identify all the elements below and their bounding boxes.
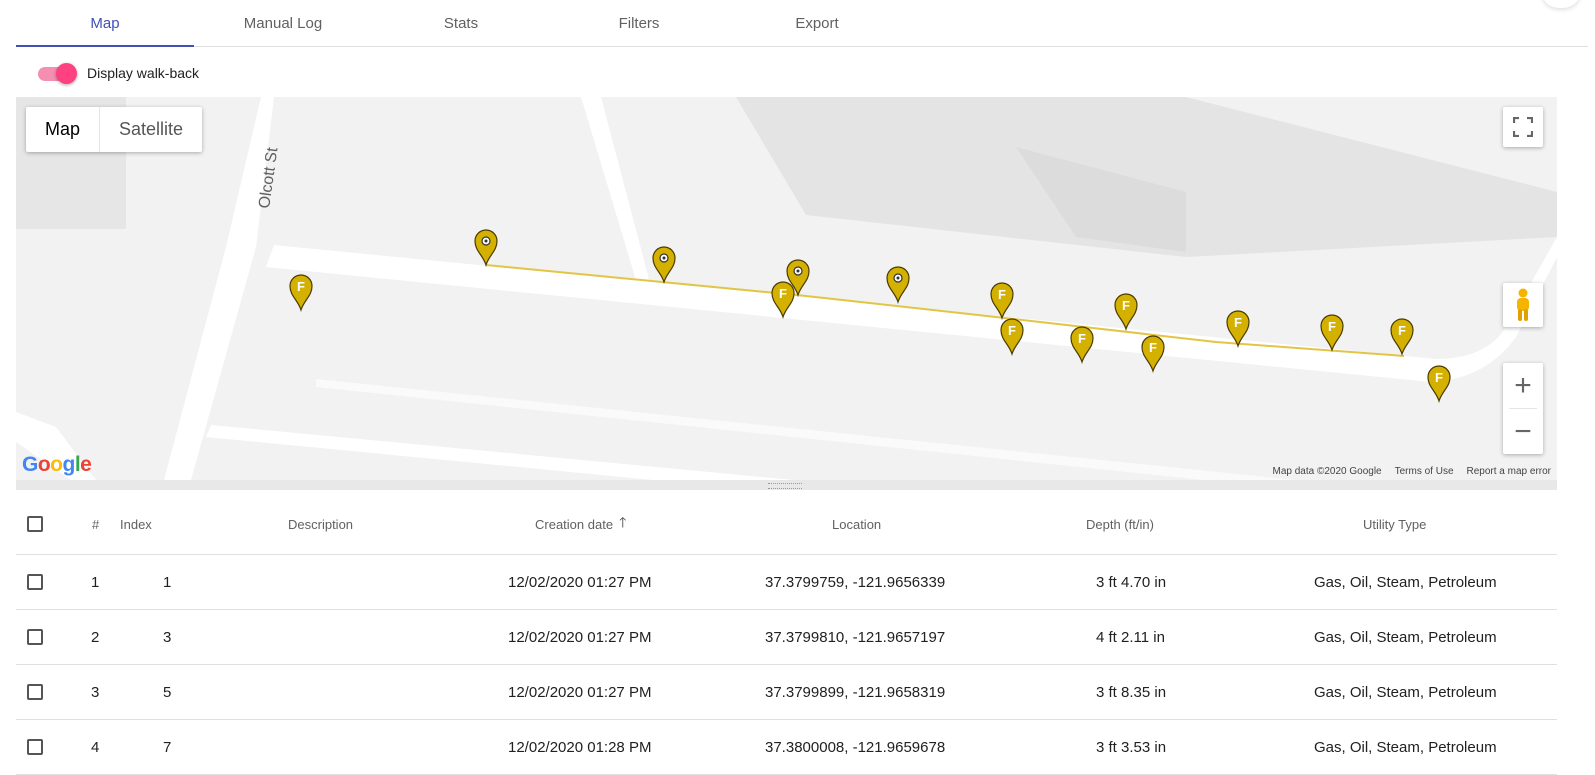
zoom-out-button[interactable]: − — [1514, 414, 1532, 448]
street-minor — [316, 379, 1296, 480]
map-resize-handle[interactable] — [16, 480, 1557, 490]
row-number: 4 — [91, 738, 100, 756]
row-depth: 3 ft 3.53 in — [1096, 738, 1167, 756]
header-description[interactable]: Description — [288, 516, 354, 532]
row-depth: 4 ft 2.11 in — [1096, 628, 1165, 646]
map-type-satellite-button[interactable]: Satellite — [119, 119, 184, 139]
street-road — [16, 412, 96, 480]
map-data-credit: Map data ©2020 Google — [1272, 466, 1382, 477]
walkback-toggle-label: Display walk-back — [87, 65, 200, 81]
map-type-map-button[interactable]: Map — [26, 107, 101, 152]
row-date: 12/02/2020 01:27 PM — [508, 573, 652, 591]
walkback-toggle-row: Display walk-back — [36, 60, 199, 86]
street-driveway — [581, 97, 651, 287]
toggle-thumb — [56, 63, 77, 84]
street-main — [266, 237, 1557, 382]
walk-path — [485, 264, 1405, 357]
row-number: 2 — [91, 628, 100, 646]
header-utility-type[interactable]: Utility Type — [1363, 516, 1427, 532]
map-attribution: Map data ©2020 Google Terms of Use Repor… — [1272, 466, 1551, 477]
select-all-cell — [27, 494, 43, 554]
tab-stats[interactable]: Stats — [443, 14, 479, 32]
tab-export[interactable]: Export — [795, 14, 839, 32]
select-all-checkbox[interactable] — [27, 516, 43, 532]
map-view[interactable]: Olcott St F Map Satel — [16, 97, 1557, 480]
tab-filters[interactable]: Filters — [618, 14, 660, 32]
row-checkbox-cell — [27, 720, 43, 774]
row-date: 12/02/2020 01:28 PM — [508, 738, 652, 756]
row-utility: Gas, Oil, Steam, Petroleum — [1314, 573, 1497, 591]
fullscreen-button[interactable] — [1503, 107, 1543, 147]
tab-map[interactable]: Map — [16, 0, 194, 47]
report-map-error-link[interactable]: Report a map error — [1466, 466, 1551, 477]
header-depth[interactable]: Depth (ft/in) — [1086, 516, 1154, 532]
zoom-control: + − — [1503, 363, 1543, 454]
row-date: 12/02/2020 01:27 PM — [508, 628, 652, 646]
google-logo: Google — [22, 453, 92, 476]
row-location: 37.3799899, -121.9658319 — [765, 683, 946, 701]
row-location: 37.3799810, -121.9657197 — [765, 628, 946, 646]
row-date: 12/02/2020 01:27 PM — [508, 683, 652, 701]
street-olcott — [164, 97, 274, 480]
map-canvas[interactable]: Olcott St F — [16, 97, 1557, 480]
header-number: # — [92, 516, 100, 532]
tab-bar: Map Manual Log Stats Filters Export — [16, 0, 1588, 47]
table-header-row: # Index Description Creation date 🡑 Loca… — [16, 494, 1557, 555]
row-index: 7 — [163, 738, 172, 756]
row-checkbox[interactable] — [27, 574, 43, 590]
fullscreen-icon — [1513, 117, 1533, 137]
row-utility: Gas, Oil, Steam, Petroleum — [1314, 683, 1497, 701]
row-checkbox[interactable] — [27, 684, 43, 700]
row-location: 37.3800008, -121.9659678 — [765, 738, 946, 756]
table-row[interactable]: 3 5 12/02/2020 01:27 PM 37.3799899, -121… — [16, 665, 1557, 720]
row-utility: Gas, Oil, Steam, Petroleum — [1314, 738, 1497, 756]
row-number: 1 — [91, 573, 100, 591]
row-depth: 3 ft 4.70 in — [1096, 573, 1167, 591]
header-location[interactable]: Location — [832, 516, 882, 532]
resize-grip-icon — [768, 483, 802, 489]
tab-manual-log[interactable]: Manual Log — [243, 14, 323, 32]
row-index: 5 — [163, 683, 172, 701]
row-number: 3 — [91, 683, 100, 701]
zoom-divider — [1509, 408, 1537, 409]
terms-of-use-link[interactable]: Terms of Use — [1394, 466, 1454, 477]
row-index: 1 — [163, 573, 172, 591]
building-block — [1016, 147, 1186, 252]
header-creation-date-label: Creation date — [535, 516, 614, 532]
data-table: # Index Description Creation date 🡑 Loca… — [16, 494, 1557, 775]
row-checkbox-cell — [27, 555, 43, 609]
map-type-control: Map Satellite — [26, 107, 203, 152]
row-location: 37.3799759, -121.9656339 — [765, 573, 946, 591]
zoom-in-button[interactable]: + — [1514, 368, 1532, 402]
pegman-icon — [1517, 288, 1529, 321]
arrow-up-icon: 🡑 — [619, 514, 627, 530]
header-creation-date[interactable]: Creation date 🡑 — [535, 494, 626, 554]
row-checkbox[interactable] — [27, 739, 43, 755]
header-index[interactable]: Index — [120, 516, 152, 532]
table-row[interactable]: 1 1 12/02/2020 01:27 PM 37.3799759, -121… — [16, 555, 1557, 610]
building-block — [736, 97, 1557, 257]
row-checkbox-cell — [27, 610, 43, 664]
row-depth: 3 ft 8.35 in — [1096, 683, 1167, 701]
street-lower — [206, 425, 794, 480]
street-view-pegman-button[interactable] — [1503, 283, 1543, 327]
row-checkbox[interactable] — [27, 629, 43, 645]
table-row[interactable]: 4 7 12/02/2020 01:28 PM 37.3800008, -121… — [16, 720, 1557, 775]
table-row[interactable]: 2 3 12/02/2020 01:27 PM 37.3799810, -121… — [16, 610, 1557, 665]
row-index: 3 — [163, 628, 172, 646]
walkback-toggle-switch[interactable] — [36, 62, 78, 84]
row-utility: Gas, Oil, Steam, Petroleum — [1314, 628, 1497, 646]
row-checkbox-cell — [27, 665, 43, 719]
